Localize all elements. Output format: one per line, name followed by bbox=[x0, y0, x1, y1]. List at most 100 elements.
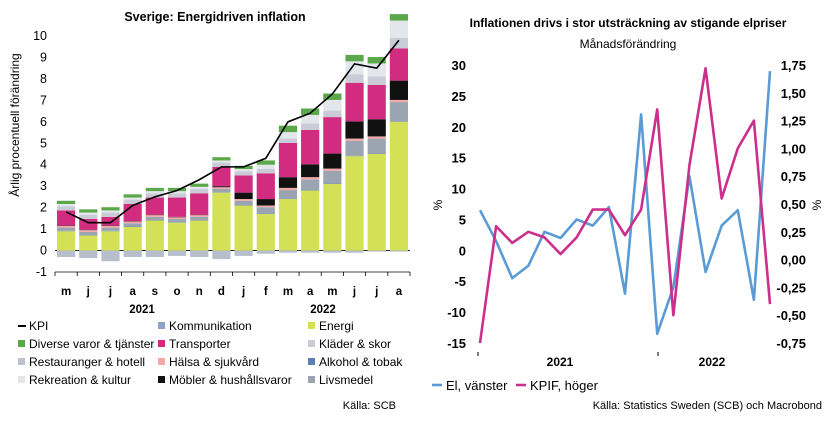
bar-segment bbox=[323, 111, 341, 117]
year-label: 2022 bbox=[699, 355, 726, 369]
bar-segment bbox=[212, 160, 230, 162]
bar-segment bbox=[57, 226, 75, 228]
bar-segment bbox=[57, 231, 75, 250]
right-y-tick-label: 1,50 bbox=[781, 86, 806, 101]
bar-segment bbox=[146, 191, 164, 193]
bar-segment bbox=[168, 223, 186, 251]
y-tick-label: 4 bbox=[40, 158, 47, 172]
bar-segment bbox=[146, 217, 164, 220]
bar-segment bbox=[368, 154, 386, 251]
right-chart: -15-10-5051015202530-0,75-0,50-0,250,000… bbox=[447, 58, 806, 369]
right-y-tick-label: 1,25 bbox=[781, 114, 806, 129]
bar-segment bbox=[190, 184, 208, 187]
right-chart-source: Källa: Statistics Sweden (SCB) och Macro… bbox=[593, 400, 822, 412]
legend-swatch bbox=[158, 322, 165, 329]
left-y-tick-label: -15 bbox=[447, 336, 466, 351]
bar-segment bbox=[301, 177, 319, 179]
y-tick-label: 2 bbox=[40, 201, 47, 215]
bar-segment bbox=[168, 193, 186, 197]
bar-negative-segment bbox=[212, 251, 230, 260]
bar-segment bbox=[323, 117, 341, 153]
bar-segment bbox=[234, 193, 252, 199]
bar-segment bbox=[368, 76, 386, 85]
x-tick-label: m bbox=[283, 286, 293, 298]
bar-negative-segment bbox=[168, 251, 186, 256]
y-tick-label: 9 bbox=[40, 50, 47, 64]
bar-segment bbox=[257, 199, 275, 205]
right-y-tick-label: -0,25 bbox=[776, 280, 806, 295]
bar-segment bbox=[234, 205, 252, 250]
x-tick-label: j bbox=[108, 286, 112, 298]
x-tick-label: s bbox=[152, 286, 158, 298]
bar-segment bbox=[124, 223, 142, 226]
bar-segment bbox=[101, 210, 119, 212]
right-chart-left-axis-label: % bbox=[431, 199, 445, 210]
bar-negative-segment bbox=[301, 251, 319, 253]
bar-segment bbox=[368, 136, 386, 138]
legend-swatch bbox=[308, 340, 315, 347]
bar-negative-segment bbox=[79, 251, 97, 259]
bar-segment bbox=[101, 207, 119, 210]
right-chart-right-axis-label: % bbox=[810, 199, 824, 210]
right-y-tick-label: 1,75 bbox=[781, 58, 806, 73]
right-y-tick-label: -0,50 bbox=[776, 308, 806, 323]
bar-segment bbox=[390, 122, 408, 251]
x-tick-label: m bbox=[327, 286, 337, 298]
bar-segment bbox=[190, 187, 208, 189]
bar-segment bbox=[57, 201, 75, 204]
y-tick-label: 6 bbox=[40, 115, 47, 129]
y-tick-label: 10 bbox=[33, 29, 47, 43]
bar-segment bbox=[323, 169, 341, 171]
bar-segment bbox=[257, 205, 275, 207]
left-y-tick-label: 20 bbox=[452, 120, 466, 135]
bar-segment bbox=[301, 124, 319, 130]
right-chart-legend: El, vänster KPIF, höger bbox=[432, 378, 599, 393]
legend-label: Alkohol & tobak bbox=[319, 355, 403, 369]
x-tick-label: d bbox=[218, 286, 225, 298]
bar-negative-segment bbox=[390, 251, 408, 252]
bar-segment bbox=[301, 130, 319, 164]
right-y-tick-label: 0,25 bbox=[781, 225, 806, 240]
bar-segment bbox=[234, 169, 252, 171]
bar-segment bbox=[212, 189, 230, 192]
bar-segment bbox=[345, 74, 363, 83]
bar-segment bbox=[279, 143, 297, 177]
right-y-tick-label: 1,00 bbox=[781, 141, 806, 156]
left-y-tick-label: 0 bbox=[459, 243, 466, 258]
y-tick-label: 7 bbox=[40, 93, 47, 107]
x-tick-label: j bbox=[352, 286, 356, 298]
bar-segment bbox=[124, 222, 142, 224]
legend-label: El, vänster bbox=[446, 378, 508, 393]
bar-segment bbox=[168, 198, 186, 217]
bar-segment bbox=[257, 165, 275, 169]
bar-segment bbox=[368, 119, 386, 136]
bar-segment bbox=[168, 219, 186, 222]
bar-segment bbox=[101, 226, 119, 228]
bar-segment bbox=[57, 228, 75, 231]
y-tick-label: 1 bbox=[40, 222, 47, 236]
bar-segment bbox=[390, 21, 408, 38]
legend-label: Energi bbox=[319, 319, 354, 333]
bar-segment bbox=[257, 173, 275, 199]
legend-label: Diverse varor & tjänster bbox=[29, 337, 154, 351]
bar-segment bbox=[279, 139, 297, 143]
legend-swatch bbox=[308, 358, 315, 365]
y-tick-label: 3 bbox=[40, 179, 47, 193]
year-label: 2022 bbox=[310, 304, 336, 316]
legend-swatch bbox=[18, 358, 25, 365]
x-tick-label: j bbox=[86, 286, 90, 298]
legend-label: KPIF, höger bbox=[530, 378, 599, 393]
x-tick-label: f bbox=[264, 286, 268, 298]
legend-swatch bbox=[18, 340, 25, 347]
left-chart-source: Källa: SCB bbox=[343, 400, 396, 412]
bar-segment bbox=[57, 206, 75, 210]
bar-negative-segment bbox=[257, 251, 275, 254]
bar-segment bbox=[234, 199, 252, 201]
bar-segment bbox=[345, 156, 363, 250]
bar-segment bbox=[124, 198, 142, 200]
bar-segment bbox=[368, 85, 386, 119]
bar-segment bbox=[279, 199, 297, 250]
left-chart-y-axis-label: Årlig procentuell förändring bbox=[7, 53, 22, 196]
bar-negative-segment bbox=[279, 251, 297, 253]
